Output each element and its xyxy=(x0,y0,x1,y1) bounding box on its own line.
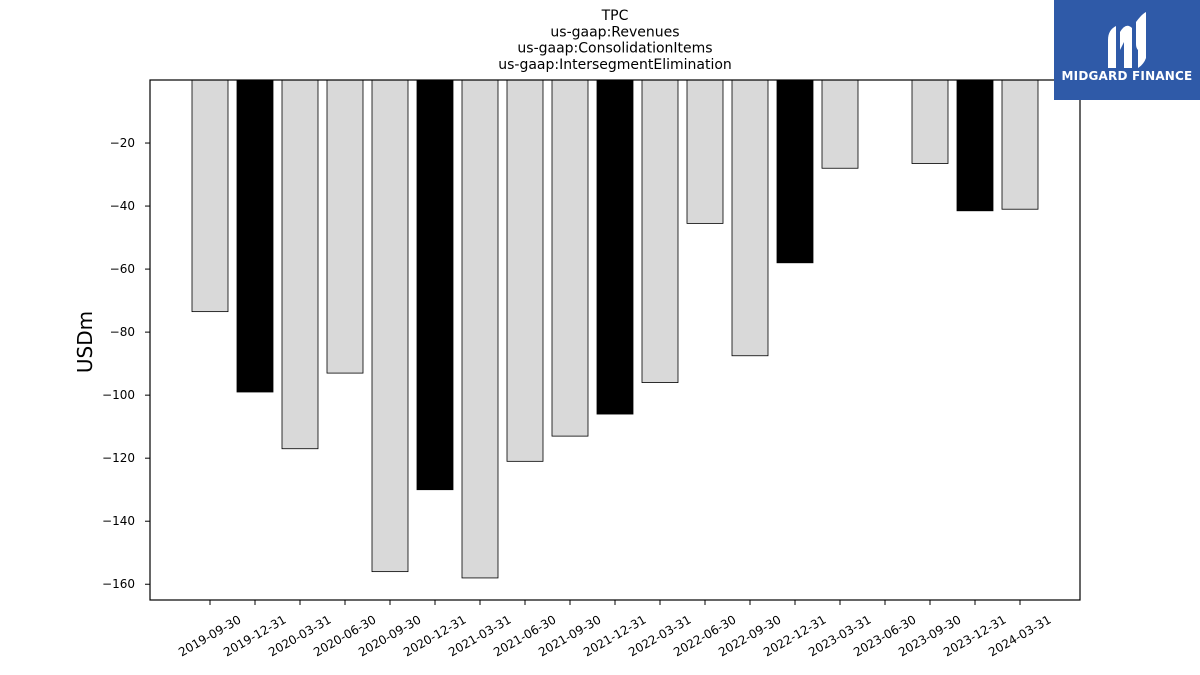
bar xyxy=(461,79,499,579)
bar xyxy=(911,79,949,164)
bar xyxy=(506,79,544,462)
y-tick-label: −60 xyxy=(110,262,135,276)
bar xyxy=(596,79,634,415)
bar xyxy=(1001,79,1039,210)
bar xyxy=(416,79,454,491)
bars-group xyxy=(191,79,1039,579)
title-line: us-gaap:ConsolidationItems xyxy=(517,41,712,57)
y-axis: −20 −40 −60 −80 −100 −120 −140 −160 xyxy=(102,136,150,591)
bar xyxy=(956,79,994,212)
x-axis: 2019-09-302019-12-312020-03-312020-06-30… xyxy=(176,600,1054,659)
y-tick-label: −120 xyxy=(102,451,135,465)
bar xyxy=(821,79,859,169)
bar xyxy=(731,79,769,357)
y-tick-label: −100 xyxy=(102,388,135,402)
bar xyxy=(641,79,679,383)
midgard-logo-icon xyxy=(1108,12,1146,68)
y-axis-label: USDm xyxy=(73,311,97,373)
logo-text: MIDGARD FINANCE xyxy=(1061,69,1193,83)
plot-frame xyxy=(149,79,1081,601)
bar xyxy=(281,79,319,450)
title-line: TPC xyxy=(601,8,629,24)
title-line: us-gaap:Revenues xyxy=(550,24,679,40)
y-tick-label: −40 xyxy=(110,199,135,213)
bar xyxy=(236,79,274,393)
y-tick-label: −80 xyxy=(110,325,135,339)
bar xyxy=(551,79,589,437)
chart-title: TPCus-gaap:Revenuesus-gaap:Consolidation… xyxy=(498,8,732,73)
y-tick-label: −20 xyxy=(110,136,135,150)
y-tick-label: −160 xyxy=(102,577,135,591)
title-line: us-gaap:IntersegmentElimination xyxy=(498,57,732,73)
y-tick-label: −140 xyxy=(102,514,135,528)
bar xyxy=(371,79,409,573)
bar xyxy=(686,79,724,224)
bar xyxy=(326,79,364,374)
midgard-finance-logo: MIDGARD FINANCE xyxy=(1054,0,1200,100)
bar xyxy=(191,79,229,313)
bar xyxy=(776,79,814,264)
